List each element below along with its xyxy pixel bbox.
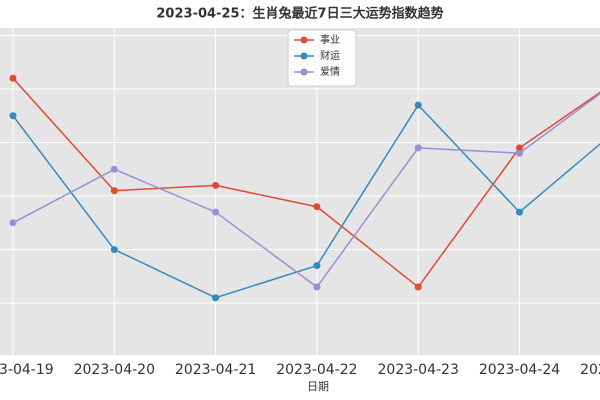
- data-point: [9, 112, 17, 120]
- legend-marker: [300, 68, 308, 76]
- x-tick-label: 2023-04-20: [74, 362, 155, 378]
- x-tick-label: 2023-04-19: [0, 362, 54, 378]
- x-tick-label: 2023-04-24: [479, 362, 560, 378]
- data-point: [516, 144, 523, 152]
- data-point: [110, 165, 118, 173]
- data-point: [313, 203, 321, 211]
- data-point: [110, 187, 118, 195]
- data-point: [212, 208, 220, 216]
- x-tick-label: 2023-04-21: [175, 362, 256, 378]
- x-tick-label: 2023-04-22: [276, 362, 357, 378]
- legend-label: 事业: [320, 33, 340, 46]
- legend-marker: [300, 52, 308, 60]
- data-point: [516, 149, 523, 157]
- chart-title: 2023-04-25：生肖兔最近7日三大运势指数趋势: [156, 6, 443, 22]
- data-point: [414, 101, 422, 109]
- x-tick-label: 2023-04-25: [580, 362, 600, 378]
- data-point: [414, 283, 422, 291]
- data-point: [212, 294, 220, 302]
- data-point: [414, 144, 422, 152]
- data-point: [9, 74, 17, 82]
- legend-label: 爱情: [320, 65, 340, 78]
- legend-label: 财运: [320, 49, 340, 62]
- x-tick-label: 2023-04-23: [378, 362, 459, 378]
- x-axis-label: 日期: [307, 380, 329, 393]
- data-point: [212, 181, 220, 189]
- data-point: [313, 283, 321, 291]
- data-point: [516, 208, 523, 216]
- legend-marker: [300, 36, 308, 44]
- data-point: [9, 219, 17, 227]
- data-point: [313, 262, 321, 270]
- data-point: [110, 246, 118, 254]
